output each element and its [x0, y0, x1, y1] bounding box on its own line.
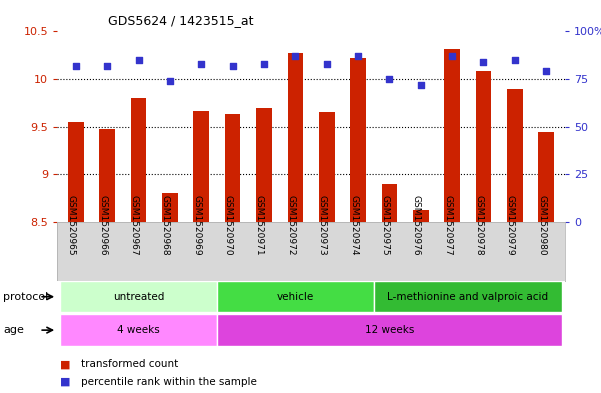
Bar — [319, 112, 335, 222]
Point — [385, 76, 394, 82]
Text: GSM1520967: GSM1520967 — [130, 195, 139, 255]
Point — [447, 53, 457, 59]
Text: ■: ■ — [60, 377, 70, 387]
Point — [165, 78, 175, 84]
Text: age: age — [3, 325, 24, 335]
Point — [542, 68, 551, 75]
Bar — [68, 122, 84, 222]
Bar — [131, 98, 147, 222]
Bar — [194, 110, 209, 222]
Point — [322, 61, 332, 67]
Text: GSM1520965: GSM1520965 — [67, 195, 76, 255]
Point — [416, 82, 426, 88]
Bar — [538, 132, 554, 222]
Point — [259, 61, 269, 67]
Text: 12 weeks: 12 weeks — [365, 325, 414, 335]
Text: GSM1520979: GSM1520979 — [506, 195, 515, 255]
Text: untreated: untreated — [113, 292, 164, 302]
Bar — [287, 53, 303, 222]
Point — [71, 62, 81, 69]
Bar — [162, 193, 178, 222]
Bar — [444, 49, 460, 222]
Bar — [217, 281, 374, 312]
Text: GSM1520969: GSM1520969 — [192, 195, 201, 255]
Text: GDS5624 / 1423515_at: GDS5624 / 1423515_at — [108, 14, 254, 27]
Bar — [382, 184, 397, 222]
Bar — [217, 314, 562, 346]
Text: L-methionine and valproic acid: L-methionine and valproic acid — [387, 292, 548, 302]
Point — [510, 57, 520, 63]
Text: vehicle: vehicle — [276, 292, 314, 302]
Text: GSM1520968: GSM1520968 — [161, 195, 170, 255]
Point — [228, 62, 237, 69]
Point — [197, 61, 206, 67]
Text: GSM1520978: GSM1520978 — [474, 195, 483, 255]
Point — [102, 62, 112, 69]
Text: GSM1520975: GSM1520975 — [380, 195, 389, 255]
Text: GSM1520977: GSM1520977 — [443, 195, 452, 255]
Bar — [374, 281, 562, 312]
Bar — [225, 114, 240, 222]
Text: GSM1520980: GSM1520980 — [537, 195, 546, 255]
Bar — [350, 58, 366, 222]
Text: GSM1520971: GSM1520971 — [255, 195, 264, 255]
Bar — [99, 129, 115, 222]
Point — [290, 53, 300, 59]
Text: 4 weeks: 4 weeks — [117, 325, 160, 335]
Text: transformed count: transformed count — [81, 359, 178, 369]
Bar — [60, 314, 217, 346]
Text: ■: ■ — [60, 359, 70, 369]
Point — [478, 59, 488, 65]
Bar — [256, 108, 272, 222]
Bar — [60, 281, 217, 312]
Text: protocol: protocol — [3, 292, 48, 302]
Text: GSM1520966: GSM1520966 — [98, 195, 107, 255]
Bar — [507, 88, 523, 222]
Text: GSM1520970: GSM1520970 — [224, 195, 233, 255]
Point — [353, 53, 363, 59]
Bar — [413, 209, 429, 222]
Text: GSM1520972: GSM1520972 — [286, 195, 295, 255]
Text: GSM1520976: GSM1520976 — [412, 195, 421, 255]
Text: GSM1520974: GSM1520974 — [349, 195, 358, 255]
Bar — [475, 72, 491, 222]
Text: percentile rank within the sample: percentile rank within the sample — [81, 377, 257, 387]
Point — [134, 57, 144, 63]
Text: GSM1520973: GSM1520973 — [318, 195, 327, 255]
